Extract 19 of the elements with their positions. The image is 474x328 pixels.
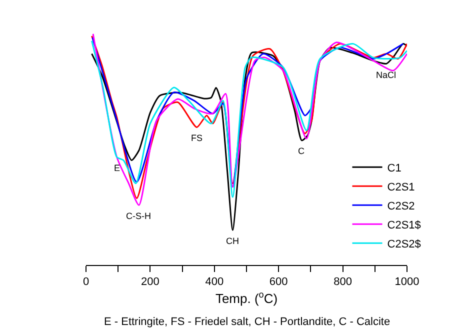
annotation: C [298,146,305,156]
annotation: E [114,163,120,173]
x-tick-label: 400 [205,276,224,288]
text: E - Ettringite, FS - Friedel salt, CH - Portlandite, C - Calcite [104,316,390,328]
legend-label: C2S1$ [387,219,421,232]
legend-label: C2S2$ [387,238,421,250]
legend-label: C1 [387,162,402,174]
x-tick-label: 600 [269,276,288,288]
x-tick-label: 200 [141,276,160,288]
legend-label: C2S1 [387,181,415,194]
annotation: C-S-H [126,211,151,221]
annotation: FS [191,133,203,143]
annotation: NaCl [376,70,396,80]
x-tick-label: 0 [82,276,90,288]
legend-label: C2S2 [387,200,415,212]
x-axis-title: Temp. ($^{o}$C) [215,289,278,306]
x-tick-label: 1000 [394,276,420,288]
x-tick-label: 800 [334,276,352,288]
annotation: CH [226,236,239,246]
